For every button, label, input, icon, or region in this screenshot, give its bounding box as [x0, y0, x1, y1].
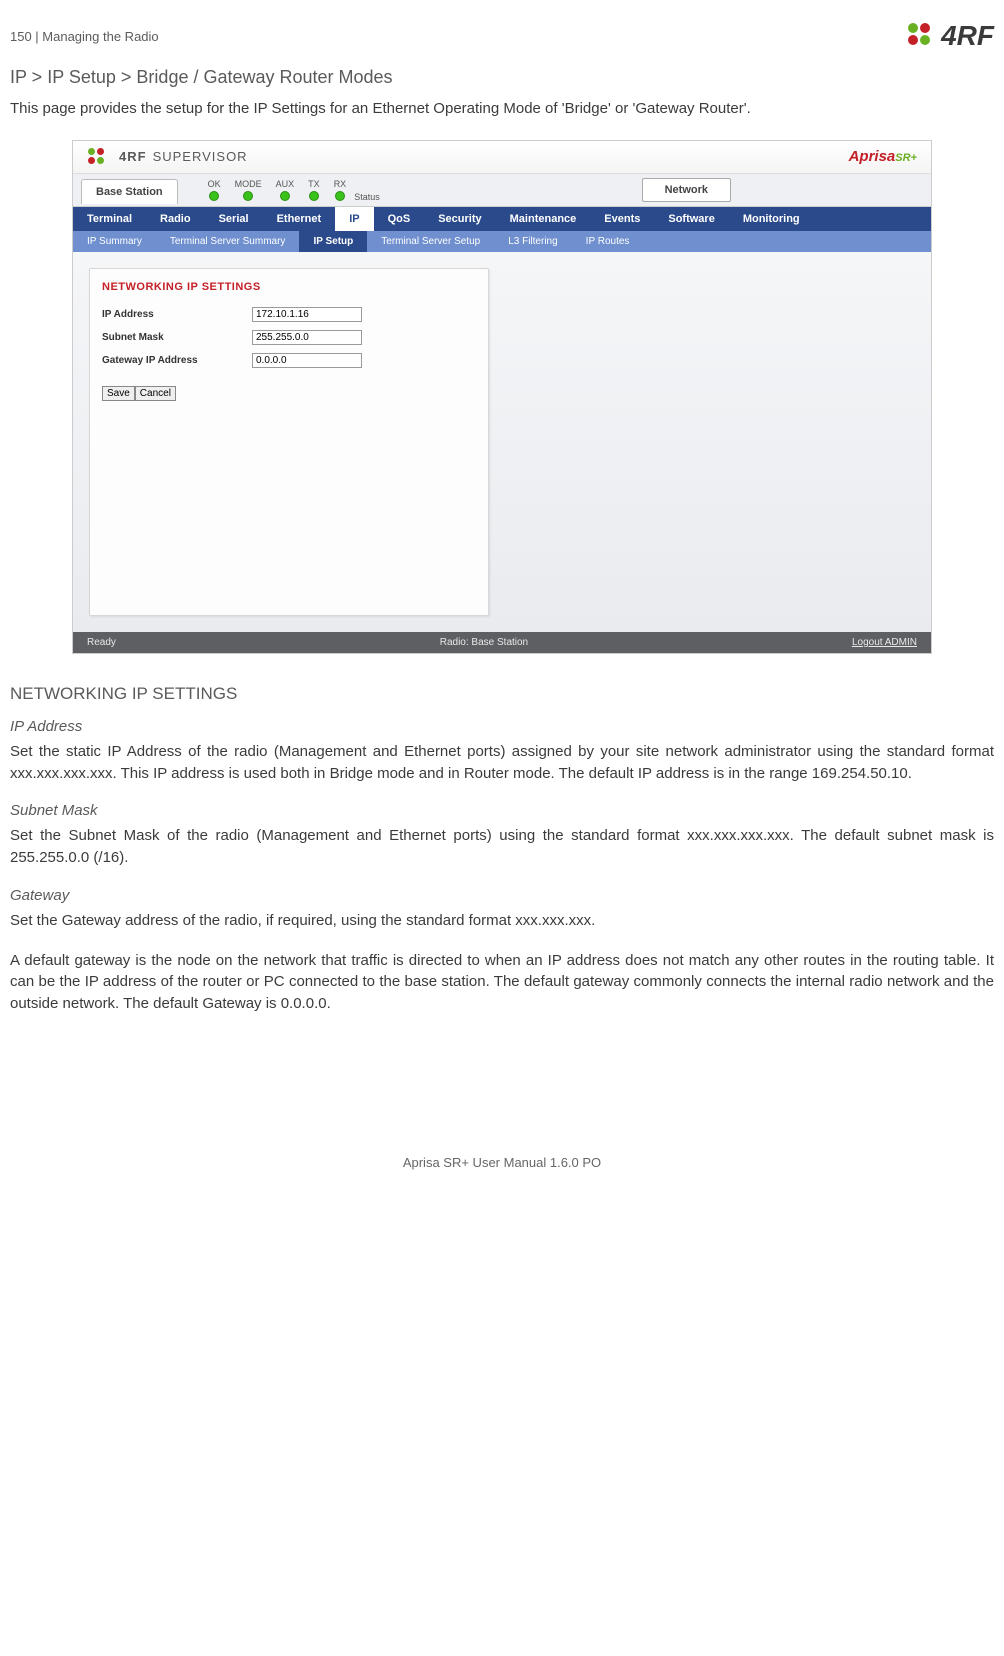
footer-radio: Radio: Base Station [440, 637, 528, 648]
nav1-maintenance[interactable]: Maintenance [496, 207, 591, 231]
field-label: IP Address [102, 309, 252, 320]
nav1-monitoring[interactable]: Monitoring [729, 207, 814, 231]
led-mode: MODE [235, 179, 262, 201]
supervisor-topbar: 4RF SUPERVISOR AprisaSR+ [73, 141, 931, 174]
section-heading: NETWORKING IP SETTINGS [10, 684, 994, 704]
supervisor-body: NETWORKING IP SETTINGS IP Address Subnet … [73, 252, 931, 632]
brand-logo: 4RF [907, 20, 994, 52]
nav1-events[interactable]: Events [590, 207, 654, 231]
panel-title: NETWORKING IP SETTINGS [102, 281, 476, 293]
led-aux: AUX [276, 179, 295, 201]
nav2-ip-summary[interactable]: IP Summary [73, 231, 156, 252]
subnet-mask-input[interactable] [252, 330, 362, 345]
nav1-serial[interactable]: Serial [205, 207, 263, 231]
nav1-software[interactable]: Software [654, 207, 728, 231]
gateway-ip-address-input[interactable] [252, 353, 362, 368]
nav1-security[interactable]: Security [424, 207, 495, 231]
gateway-text1: Set the Gateway address of the radio, if… [10, 910, 994, 932]
nav1-terminal[interactable]: Terminal [73, 207, 146, 231]
intro-text: This page provides the setup for the IP … [10, 98, 994, 120]
ip-settings-panel: NETWORKING IP SETTINGS IP Address Subnet … [89, 268, 489, 616]
secondary-nav: IP SummaryTerminal Server SummaryIP Setu… [73, 231, 931, 252]
footer-status: Ready [87, 637, 116, 648]
ip-address-text: Set the static IP Address of the radio (… [10, 741, 994, 785]
nav2-terminal-server-summary[interactable]: Terminal Server Summary [156, 231, 300, 252]
supervisor-label: SUPERVISOR [153, 149, 248, 164]
status-label: Status [354, 192, 380, 206]
page-footer: Aprisa SR+ User Manual 1.6.0 PO [10, 1155, 994, 1170]
led-rx: RX [334, 179, 347, 201]
cancel-button[interactable]: Cancel [135, 386, 176, 401]
nav2-ip-routes[interactable]: IP Routes [572, 231, 644, 252]
tab-base-station[interactable]: Base Station [81, 179, 178, 204]
nav1-ethernet[interactable]: Ethernet [263, 207, 336, 231]
logo-text: 4RF [941, 20, 994, 52]
page-title: IP > IP Setup > Bridge / Gateway Router … [10, 67, 994, 88]
save-button[interactable]: Save [102, 386, 135, 401]
nav2-terminal-server-setup[interactable]: Terminal Server Setup [367, 231, 494, 252]
gateway-heading: Gateway [10, 887, 994, 904]
subnet-text: Set the Subnet Mask of the radio (Manage… [10, 825, 994, 869]
led-aux-icon [280, 191, 290, 201]
led-tx-icon [309, 191, 319, 201]
field-label: Subnet Mask [102, 332, 252, 343]
field-row: Subnet Mask [102, 330, 476, 345]
brand-4rf: 4RF [119, 149, 147, 164]
supervisor-footer: Ready Radio: Base Station Logout ADMIN [73, 632, 931, 653]
field-row: IP Address [102, 307, 476, 322]
led-mode-icon [243, 191, 253, 201]
field-row: Gateway IP Address [102, 353, 476, 368]
logout-link[interactable]: Logout ADMIN [852, 637, 917, 648]
logo-dots-icon [907, 22, 937, 50]
aprisa-logo: AprisaSR+ [849, 148, 917, 165]
page-header-left: 150 | Managing the Radio [10, 29, 159, 44]
led-ok-icon [209, 191, 219, 201]
field-label: Gateway IP Address [102, 355, 252, 366]
ip-address-heading: IP Address [10, 718, 994, 735]
nav1-radio[interactable]: Radio [146, 207, 205, 231]
nav1-ip[interactable]: IP [335, 207, 373, 231]
nav1-qos[interactable]: QoS [374, 207, 425, 231]
led-rx-icon [335, 191, 345, 201]
ip-address-input[interactable] [252, 307, 362, 322]
supervisor-screenshot: 4RF SUPERVISOR AprisaSR+ Base Station OK… [72, 140, 932, 654]
nav2-l3-filtering[interactable]: L3 Filtering [494, 231, 571, 252]
subnet-heading: Subnet Mask [10, 802, 994, 819]
nav2-ip-setup[interactable]: IP Setup [299, 231, 367, 252]
led-panel: OK MODE AUX TX RX [208, 175, 347, 205]
primary-nav: TerminalRadioSerialEthernetIPQoSSecurity… [73, 207, 931, 231]
gateway-text2: A default gateway is the node on the net… [10, 950, 994, 1015]
led-ok: OK [208, 179, 221, 201]
status-row: Base Station OK MODE AUX TX RX Status Networ… [73, 174, 931, 207]
supervisor-logo-icon [87, 147, 109, 167]
network-button[interactable]: Network [642, 178, 731, 202]
led-tx: TX [308, 179, 320, 201]
